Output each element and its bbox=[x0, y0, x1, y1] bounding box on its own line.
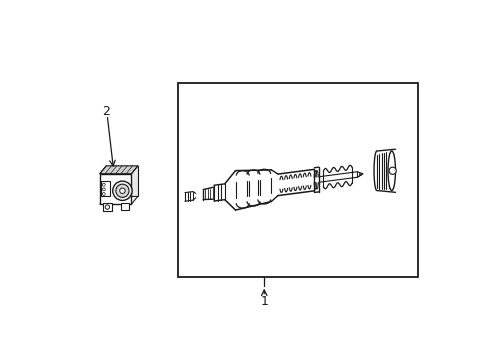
Text: 1: 1 bbox=[260, 295, 267, 308]
Circle shape bbox=[105, 205, 109, 209]
Bar bbox=[101, 181, 110, 197]
Circle shape bbox=[113, 181, 132, 201]
Polygon shape bbox=[100, 174, 131, 204]
Ellipse shape bbox=[387, 151, 395, 190]
Circle shape bbox=[102, 188, 105, 191]
Circle shape bbox=[120, 188, 125, 193]
Bar bbox=[102, 203, 111, 211]
Circle shape bbox=[102, 193, 105, 195]
Circle shape bbox=[102, 183, 105, 186]
Bar bbox=[121, 203, 128, 210]
Bar bbox=[178, 83, 418, 277]
Polygon shape bbox=[100, 166, 138, 174]
Polygon shape bbox=[106, 166, 138, 196]
Circle shape bbox=[116, 184, 129, 197]
Circle shape bbox=[388, 167, 395, 174]
Text: 2: 2 bbox=[102, 105, 110, 118]
